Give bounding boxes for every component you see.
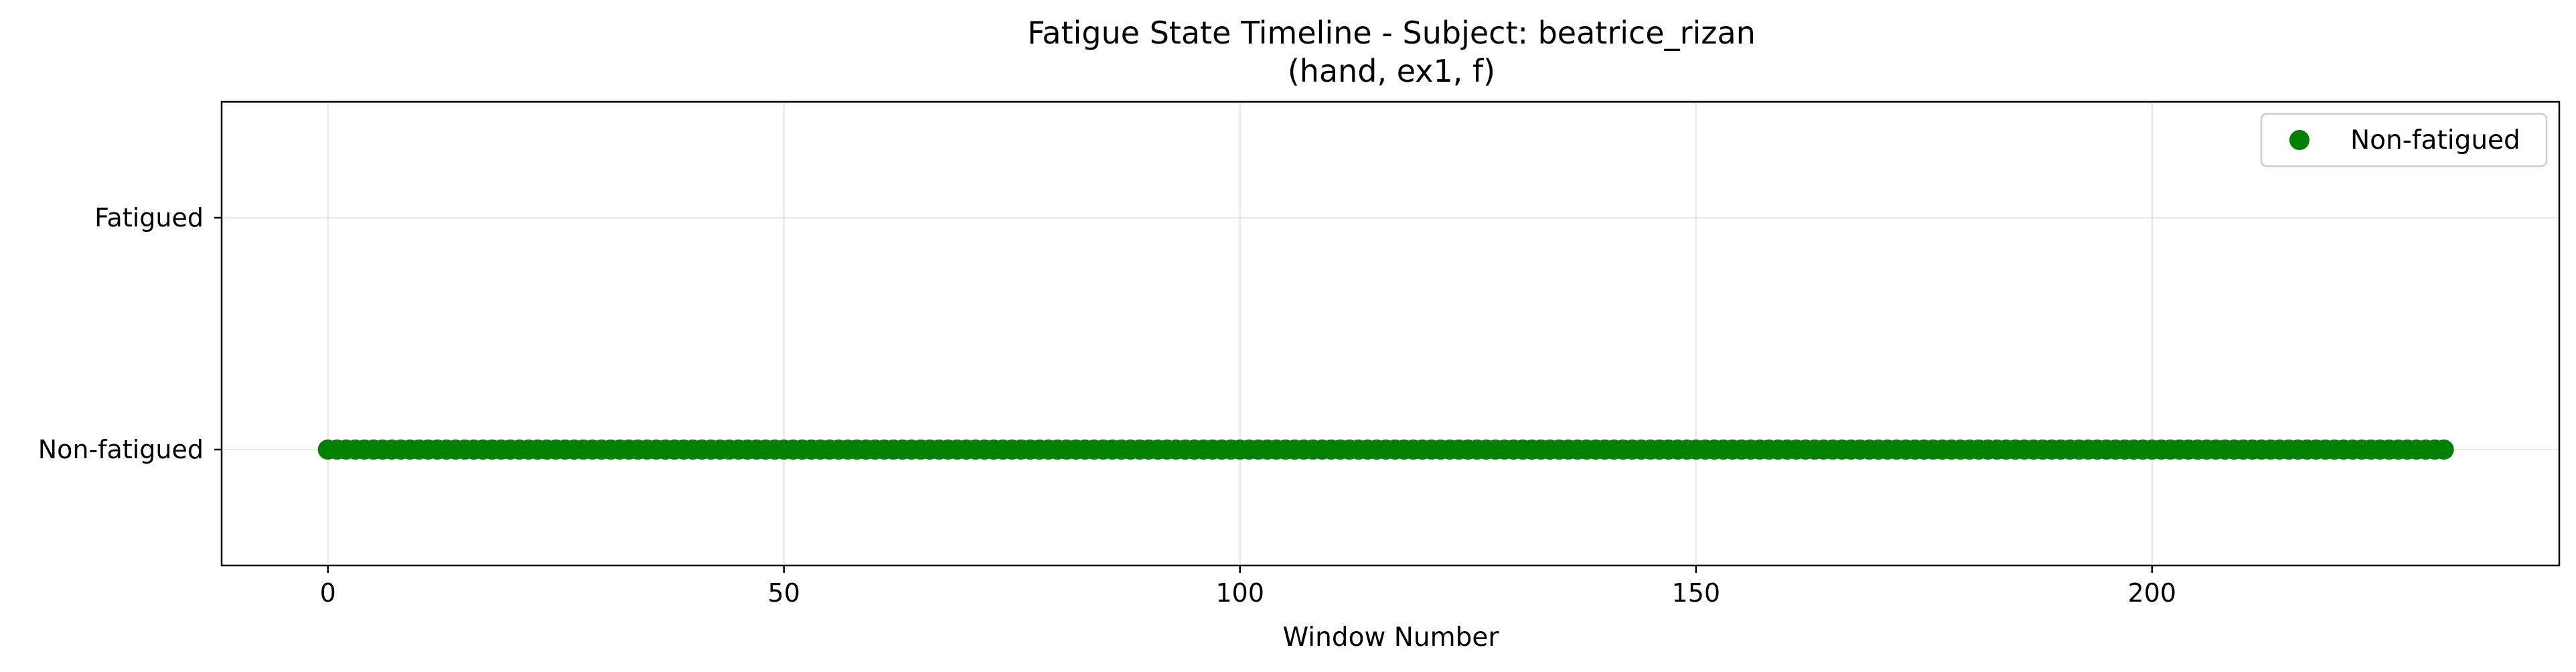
legend-label-non-fatigued: Non-fatigued: [2350, 125, 2520, 155]
plot-frame: [220, 100, 2561, 567]
x-tick-label: 150: [1672, 578, 1721, 608]
y-tick-label: Non-fatigued: [38, 435, 204, 464]
chart-title: Fatigue State Timeline - Subject: beatri…: [1027, 15, 1756, 51]
y-axis-ticks: Non-fatigued Fatigued: [38, 203, 222, 464]
data-points: [317, 440, 2454, 460]
legend-box: [2260, 113, 2548, 167]
data-point: [2433, 440, 2454, 460]
chart-subtitle: (hand, ex1, f): [1288, 53, 1495, 89]
y-tick-label: Fatigued: [94, 203, 204, 232]
legend-marker: [2289, 130, 2309, 150]
x-axis-label: Window Number: [1283, 622, 1500, 653]
x-tick-label: 200: [2128, 578, 2177, 608]
legend: Non-fatigued: [2260, 113, 2548, 167]
x-tick-label: 50: [768, 578, 800, 608]
x-tick-label: 0: [320, 578, 336, 608]
x-tick-label: 100: [1215, 578, 1264, 608]
x-axis-ticks: 0 50 100 150 200: [320, 565, 2177, 608]
